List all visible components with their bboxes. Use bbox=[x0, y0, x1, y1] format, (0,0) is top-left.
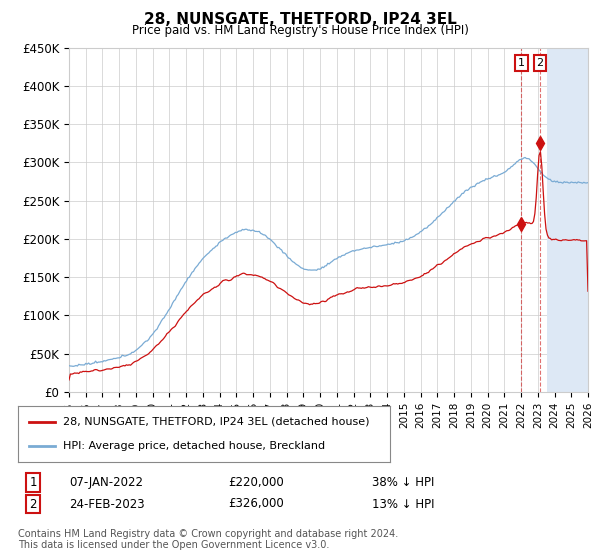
Text: Price paid vs. HM Land Registry's House Price Index (HPI): Price paid vs. HM Land Registry's House … bbox=[131, 24, 469, 37]
Text: Contains HM Land Registry data © Crown copyright and database right 2024.: Contains HM Land Registry data © Crown c… bbox=[18, 529, 398, 539]
Text: HPI: Average price, detached house, Breckland: HPI: Average price, detached house, Brec… bbox=[62, 441, 325, 451]
Text: 1: 1 bbox=[518, 58, 525, 68]
Text: 1: 1 bbox=[29, 476, 37, 489]
Text: 13% ↓ HPI: 13% ↓ HPI bbox=[372, 497, 434, 511]
Text: 2: 2 bbox=[29, 497, 37, 511]
Text: £220,000: £220,000 bbox=[228, 476, 284, 489]
Text: 07-JAN-2022: 07-JAN-2022 bbox=[69, 476, 143, 489]
Text: This data is licensed under the Open Government Licence v3.0.: This data is licensed under the Open Gov… bbox=[18, 540, 329, 550]
Text: 2: 2 bbox=[536, 58, 544, 68]
Text: 28, NUNSGATE, THETFORD, IP24 3EL: 28, NUNSGATE, THETFORD, IP24 3EL bbox=[143, 12, 457, 27]
Text: £326,000: £326,000 bbox=[228, 497, 284, 511]
Text: 24-FEB-2023: 24-FEB-2023 bbox=[69, 497, 145, 511]
Text: 28, NUNSGATE, THETFORD, IP24 3EL (detached house): 28, NUNSGATE, THETFORD, IP24 3EL (detach… bbox=[62, 417, 369, 427]
Text: 38% ↓ HPI: 38% ↓ HPI bbox=[372, 476, 434, 489]
